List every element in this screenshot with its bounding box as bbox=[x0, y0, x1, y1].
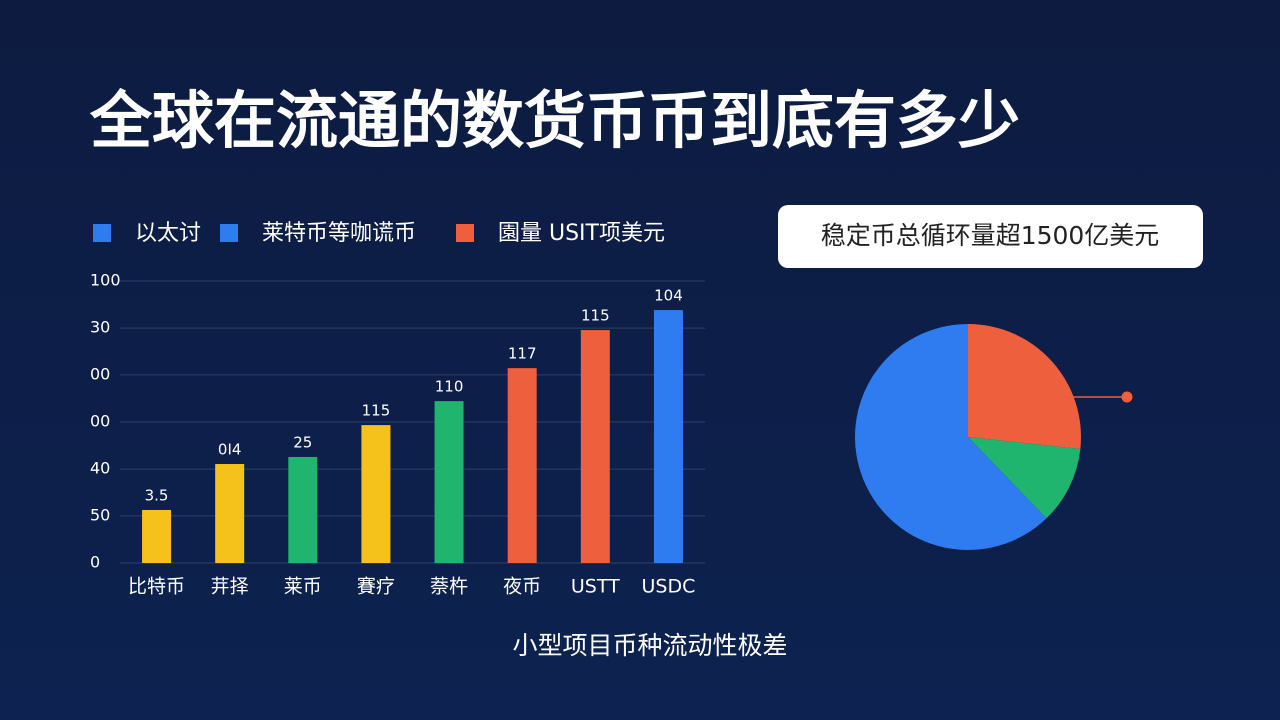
bar bbox=[361, 425, 391, 563]
y-tick-label: 100 bbox=[90, 271, 121, 290]
x-tick-label: USTT bbox=[571, 576, 620, 598]
legend-swatch bbox=[93, 224, 111, 242]
title: 全球在流通的数货币币到底有多少 bbox=[89, 84, 1020, 157]
y-tick-label: 00 bbox=[90, 364, 110, 383]
legend-label: 莱特币等咖谎币 bbox=[262, 221, 416, 246]
x-tick-label: USDC bbox=[642, 576, 696, 598]
value-label: 115 bbox=[362, 402, 391, 420]
y-tick-label: 00 bbox=[90, 412, 110, 431]
pie-slice bbox=[968, 324, 1081, 450]
value-label: 3.5 bbox=[145, 486, 169, 504]
x-tick-label: 夜币 bbox=[503, 576, 541, 598]
value-label: 115 bbox=[581, 307, 610, 325]
value-label: 0I4 bbox=[218, 441, 242, 459]
bar bbox=[434, 401, 464, 563]
bar bbox=[288, 456, 318, 563]
value-label: 25 bbox=[293, 433, 312, 451]
caption: 小型项目币种流动性极差 bbox=[512, 631, 787, 660]
bar bbox=[215, 464, 245, 563]
bar bbox=[142, 509, 172, 563]
legend-label: 以太讨 bbox=[135, 221, 201, 246]
callout-text: 稳定币总循环量超1500亿美元 bbox=[821, 221, 1160, 250]
leader-dot bbox=[1121, 391, 1133, 403]
value-label: 110 bbox=[435, 378, 464, 396]
x-tick-label: 賽疗 bbox=[357, 576, 395, 598]
x-tick-label: 茾择 bbox=[211, 576, 249, 598]
y-tick-label: 50 bbox=[90, 505, 110, 524]
bar bbox=[653, 310, 683, 563]
x-tick-label: 比特币 bbox=[128, 576, 185, 598]
x-tick-label: 莱币 bbox=[284, 576, 322, 598]
bar bbox=[507, 368, 537, 563]
pie-slice bbox=[968, 437, 1081, 519]
pie-slice bbox=[855, 324, 1047, 551]
legend-swatch bbox=[456, 224, 474, 242]
x-tick-label: 萘杵 bbox=[430, 576, 468, 598]
y-tick-label: 0 bbox=[90, 553, 100, 572]
value-label: 104 bbox=[654, 287, 683, 305]
legend-swatch bbox=[220, 224, 238, 242]
value-label: 117 bbox=[508, 345, 537, 363]
callout-box bbox=[778, 205, 1203, 268]
legend-label: 園量 USIT项美元 bbox=[498, 221, 665, 246]
y-tick-label: 40 bbox=[90, 459, 110, 478]
bar bbox=[580, 330, 610, 563]
y-tick-label: 30 bbox=[90, 318, 110, 337]
